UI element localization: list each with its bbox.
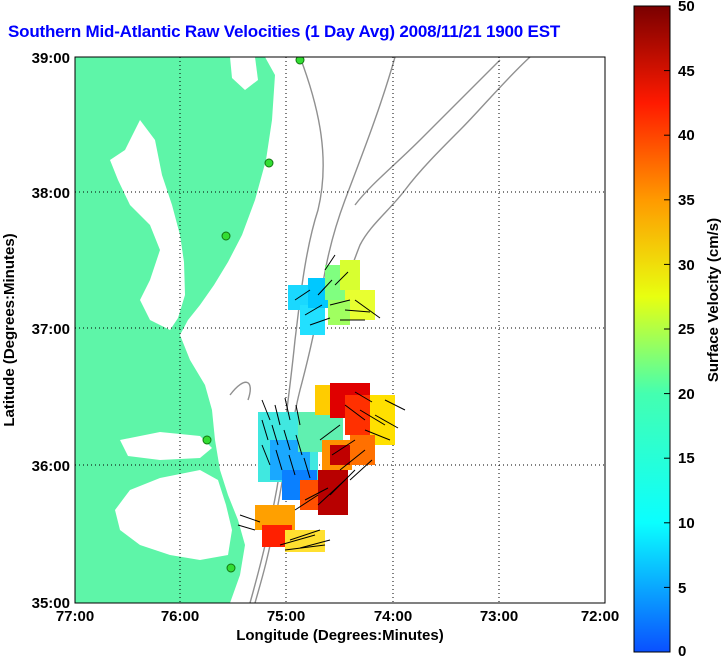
colorbar-tick-30: 30 xyxy=(678,257,695,274)
radar-station-4 xyxy=(202,435,212,445)
colorbar-tick-5: 5 xyxy=(678,580,686,597)
map-border xyxy=(74,56,606,604)
y-tick-38: 38:00 xyxy=(32,185,70,202)
x-tick-77: 77:00 xyxy=(56,608,94,625)
colorbar-tick-0: 0 xyxy=(678,643,686,659)
y-tick-35: 35:00 xyxy=(32,595,70,612)
velocity-field-north xyxy=(288,260,375,335)
bathymetry-contour-3 xyxy=(334,57,531,301)
y-tick-37: 37:00 xyxy=(32,321,70,338)
colorbar-label: Surface Velocity (cm/s) xyxy=(705,218,722,382)
colorbar-tick-25: 25 xyxy=(678,321,695,338)
colorbar-tick-50: 50 xyxy=(678,0,695,15)
x-tick-72: 72:00 xyxy=(581,608,619,625)
albemarle-sound xyxy=(120,432,212,460)
colorbar-tick-35: 35 xyxy=(678,192,695,209)
radar-station-3 xyxy=(221,231,231,241)
delaware-bay xyxy=(230,57,258,90)
velocity-arrows-north xyxy=(294,254,381,326)
y-tick-36: 36:00 xyxy=(32,458,70,475)
bathymetry-contour-5 xyxy=(229,381,251,401)
colorbar-tick-45: 45 xyxy=(678,63,695,80)
y-axis-label: Latitude (Degrees:Minutes) xyxy=(1,233,18,426)
map-title: Southern Mid-Atlantic Raw Velocities (1 … xyxy=(8,22,561,41)
radar-station-5 xyxy=(226,563,236,573)
x-tick-75: 75:00 xyxy=(267,608,305,625)
x-tick-76: 76:00 xyxy=(161,608,199,625)
pamlico-sound xyxy=(115,470,232,560)
bathymetry-contour-4 xyxy=(354,59,501,206)
colorbar-tick-10: 10 xyxy=(678,515,695,532)
radar-station-2 xyxy=(264,158,274,168)
radar-station-1 xyxy=(295,57,305,65)
colorbar-ticks xyxy=(664,70,670,588)
x-tick-74: 74:00 xyxy=(374,608,412,625)
colorbar-tick-15: 15 xyxy=(678,450,695,467)
colorbar-tick-20: 20 xyxy=(678,386,695,403)
x-tick-73: 73:00 xyxy=(480,608,518,625)
x-axis-label: Longitude (Degrees:Minutes) xyxy=(236,627,444,644)
chesapeake-bay xyxy=(110,120,185,330)
velocity-arrows xyxy=(237,391,406,551)
y-tick-39: 39:00 xyxy=(32,50,70,67)
colorbar-tick-40: 40 xyxy=(678,127,695,144)
